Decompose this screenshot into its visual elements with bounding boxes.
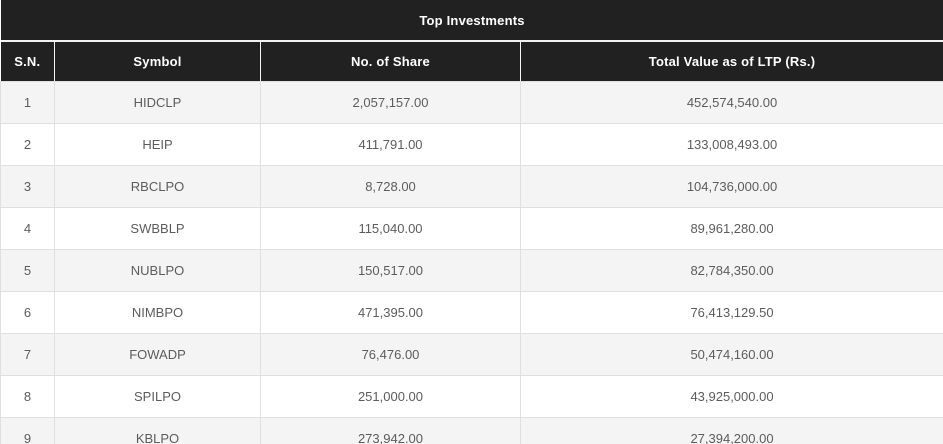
table-body: 1 HIDCLP 2,057,157.00 452,574,540.00 2 HEIP 41… <box>0 81 943 444</box>
cell-symbol: FOWADP <box>54 333 261 376</box>
cell-no-of-share: 273,942.00 <box>260 417 521 444</box>
cell-no-of-share: 150,517.00 <box>260 249 521 292</box>
cell-symbol: NUBLPO <box>54 249 261 292</box>
cell-sn: 6 <box>0 291 55 334</box>
cell-total-value: 82,784,350.00 <box>519 249 943 292</box>
table-row: 6 NIMBPO 471,395.00 76,413,129.50 <box>0 291 943 334</box>
cell-symbol: RBCLPO <box>54 165 261 208</box>
column-header-symbol: Symbol <box>54 41 261 82</box>
cell-sn: 8 <box>0 375 55 418</box>
table-row: 4 SWBBLP 115,040.00 89,961,280.00 <box>0 207 943 250</box>
cell-total-value: 452,574,540.00 <box>519 81 943 124</box>
table-row: 7 FOWADP 76,476.00 50,474,160.00 <box>0 333 943 376</box>
cell-total-value: 43,925,000.00 <box>519 375 943 418</box>
cell-no-of-share: 8,728.00 <box>260 165 521 208</box>
table-row: 1 HIDCLP 2,057,157.00 452,574,540.00 <box>0 81 943 124</box>
cell-no-of-share: 471,395.00 <box>260 291 521 334</box>
cell-no-of-share: 76,476.00 <box>260 333 521 376</box>
cell-total-value: 27,394,200.00 <box>519 417 943 444</box>
cell-no-of-share: 2,057,157.00 <box>260 81 521 124</box>
cell-symbol: SPILPO <box>54 375 261 418</box>
column-header-row: S.N. Symbol No. of Share Total Value as of … <box>0 41 943 82</box>
cell-symbol: KBLPO <box>54 417 261 444</box>
table-row: 2 HEIP 411,791.00 133,008,493.00 <box>0 123 943 166</box>
table-row: 3 RBCLPO 8,728.00 104,736,000.00 <box>0 165 943 208</box>
cell-no-of-share: 411,791.00 <box>260 123 521 166</box>
table-row: 9 KBLPO 273,942.00 27,394,200.00 <box>0 417 943 444</box>
cell-symbol: SWBBLP <box>54 207 261 250</box>
table-row: 5 NUBLPO 150,517.00 82,784,350.00 <box>0 249 943 292</box>
column-header-sn: S.N. <box>0 41 55 82</box>
cell-sn: 7 <box>0 333 55 376</box>
cell-total-value: 133,008,493.00 <box>519 123 943 166</box>
cell-sn: 3 <box>0 165 55 208</box>
column-header-no-of-share: No. of Share <box>260 41 521 82</box>
table-title: Top Investments <box>0 0 943 42</box>
cell-total-value: 89,961,280.00 <box>519 207 943 250</box>
cell-symbol: NIMBPO <box>54 291 261 334</box>
cell-no-of-share: 115,040.00 <box>260 207 521 250</box>
cell-total-value: 76,413,129.50 <box>519 291 943 334</box>
cell-sn: 4 <box>0 207 55 250</box>
table-title-row: Top Investments <box>0 0 943 42</box>
cell-total-value: 50,474,160.00 <box>519 333 943 376</box>
table-row: 8 SPILPO 251,000.00 43,925,000.00 <box>0 375 943 418</box>
cell-sn: 9 <box>0 417 55 444</box>
cell-symbol: HEIP <box>54 123 261 166</box>
cell-sn: 2 <box>0 123 55 166</box>
cell-total-value: 104,736,000.00 <box>519 165 943 208</box>
cell-no-of-share: 251,000.00 <box>260 375 521 418</box>
cell-sn: 1 <box>0 81 55 124</box>
cell-sn: 5 <box>0 249 55 292</box>
cell-symbol: HIDCLP <box>54 81 261 124</box>
column-header-total-value: Total Value as of LTP (Rs.) <box>520 41 943 82</box>
